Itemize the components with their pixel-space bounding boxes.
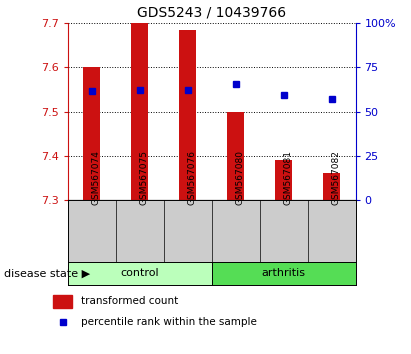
Bar	[83, 67, 100, 200]
Text: disease state ▶: disease state ▶	[4, 268, 90, 279]
Bar	[53, 295, 72, 308]
Bar	[275, 160, 292, 200]
Bar	[179, 30, 196, 200]
Text: percentile rank within the sample: percentile rank within the sample	[81, 316, 257, 327]
Bar	[68, 262, 212, 285]
Text: transformed count: transformed count	[81, 296, 178, 306]
Title: GDS5243 / 10439766: GDS5243 / 10439766	[137, 5, 286, 19]
Bar	[212, 262, 356, 285]
Text: GSM567081: GSM567081	[284, 150, 293, 205]
Text: GSM567074: GSM567074	[92, 150, 101, 205]
Bar	[132, 23, 148, 200]
Text: GSM567080: GSM567080	[236, 150, 245, 205]
Text: arthritis: arthritis	[261, 268, 306, 279]
Text: GSM567076: GSM567076	[188, 150, 197, 205]
Bar	[227, 112, 244, 200]
Text: control: control	[120, 268, 159, 279]
Bar	[323, 173, 340, 200]
Text: GSM567075: GSM567075	[140, 150, 149, 205]
Text: GSM567082: GSM567082	[332, 150, 341, 205]
